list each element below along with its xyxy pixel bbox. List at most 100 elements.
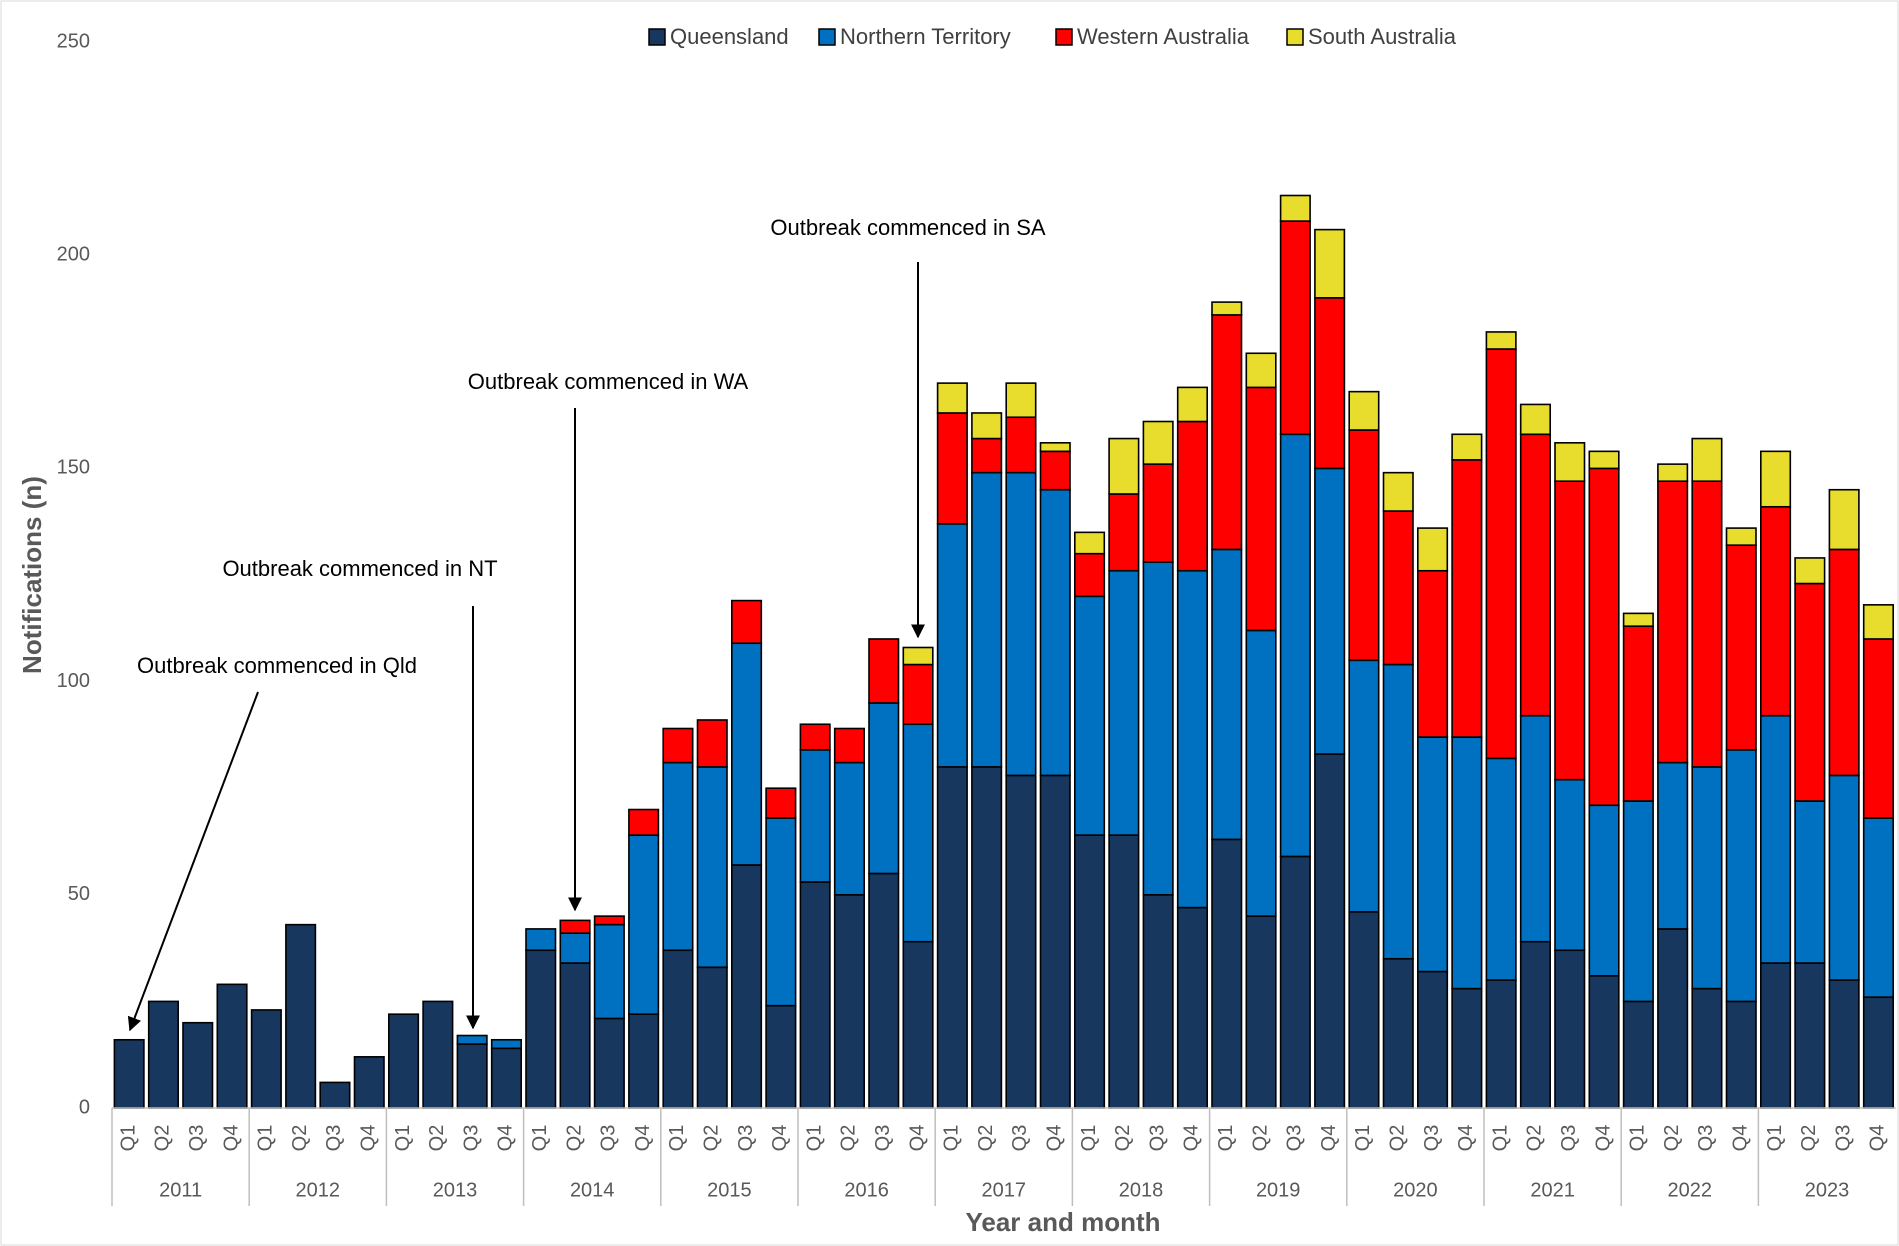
x-tick-label: Q1 — [529, 1125, 551, 1152]
bar-segment — [490, 1047, 522, 1109]
bar-segment — [833, 761, 865, 896]
x-tick-label: Q1 — [1764, 1125, 1786, 1152]
bar-segment — [1382, 510, 1414, 666]
bar-segment — [1794, 962, 1826, 1109]
bar-segment — [1622, 612, 1654, 627]
bar-segment — [1451, 459, 1483, 738]
bar-segment — [1039, 442, 1071, 453]
group-label: 2022 — [1668, 1179, 1713, 1201]
bar-segment — [182, 1021, 214, 1109]
bar-segment — [1314, 467, 1346, 755]
bar-segment — [971, 471, 1003, 768]
bar-segment — [250, 1009, 282, 1109]
bar-segment — [1485, 331, 1517, 350]
x-tick-label: Q3 — [1146, 1125, 1168, 1152]
bar-segment — [1862, 604, 1894, 640]
bar-segment — [731, 864, 763, 1109]
x-tick-label: Q3 — [186, 1125, 208, 1152]
x-tick-label: Q1 — [1215, 1125, 1237, 1152]
bar-segment — [936, 766, 968, 1109]
bar-segment — [1588, 804, 1620, 977]
bar-segment — [936, 382, 968, 414]
x-tick-label: Q3 — [1558, 1125, 1580, 1152]
x-tick-label: Q4 — [1455, 1125, 1477, 1152]
bar-segment — [1417, 569, 1449, 738]
legend-label: South Australia — [1308, 24, 1457, 49]
group-label: 2017 — [982, 1179, 1027, 1201]
bar-segment — [1519, 403, 1551, 436]
bar-segment — [971, 437, 1003, 474]
bar-segment — [1554, 949, 1586, 1109]
y-tick-label: 150 — [57, 457, 90, 479]
x-tick-label: Q2 — [152, 1125, 174, 1152]
bar-segment — [1176, 386, 1208, 423]
bar-segment — [1588, 467, 1620, 807]
x-tick-label: Q3 — [323, 1125, 345, 1152]
x-tick-label: Q2 — [1798, 1125, 1820, 1152]
bar-segment — [1108, 437, 1140, 495]
bar-segment — [868, 638, 900, 704]
group-label: 2015 — [707, 1179, 752, 1201]
bar-segment — [1005, 471, 1037, 777]
bar-segment — [388, 1013, 420, 1109]
bar-segment — [833, 893, 865, 1109]
bar-segment — [971, 766, 1003, 1109]
bar-segment — [1176, 569, 1208, 909]
bar-segment — [1828, 548, 1860, 777]
x-tick-label: Q3 — [1009, 1125, 1031, 1152]
bar-segment — [765, 817, 797, 1007]
bar-segment — [1074, 595, 1106, 836]
x-tick-label: Q2 — [701, 1125, 723, 1152]
bar-segment — [1279, 220, 1311, 436]
bar-segment — [1005, 774, 1037, 1109]
x-tick-label: Q2 — [1661, 1125, 1683, 1152]
x-tick-label: Q4 — [1730, 1125, 1752, 1152]
annotation: Outbreak commenced in SA — [770, 215, 1045, 240]
bar-segment — [1691, 766, 1723, 990]
bar-segment — [593, 1017, 625, 1109]
bar-segment — [456, 1043, 488, 1109]
bar-segment — [902, 646, 934, 666]
bar-segment — [1211, 301, 1243, 316]
x-tick-label: Q2 — [563, 1125, 585, 1152]
bar-segment — [1828, 774, 1860, 981]
bar-segment — [147, 1000, 179, 1109]
group-label: 2016 — [844, 1179, 889, 1201]
x-tick-label: Q1 — [1352, 1125, 1374, 1152]
bar-segment — [422, 1000, 454, 1109]
x-tick-label: Q4 — [358, 1125, 380, 1152]
x-tick-label: Q4 — [1592, 1125, 1614, 1152]
bar-segment — [1176, 420, 1208, 572]
y-tick-label: 50 — [68, 883, 90, 905]
legend-swatch — [648, 28, 666, 46]
annotation: Outbreak commenced in WA — [468, 369, 749, 394]
bar-segment — [696, 966, 728, 1109]
bar-segment — [1451, 987, 1483, 1109]
bar-segment — [1622, 625, 1654, 802]
bar-segment — [1382, 471, 1414, 512]
bar-segment — [1417, 527, 1449, 572]
x-tick-label: Q4 — [769, 1125, 791, 1152]
bar-segment — [525, 928, 557, 952]
bar-segment — [1039, 774, 1071, 1109]
x-tick-label: Q3 — [1284, 1125, 1306, 1152]
bar-segment — [1142, 561, 1174, 896]
bar-segment — [1108, 569, 1140, 836]
bar-segment — [662, 761, 694, 952]
x-tick-label: Q1 — [1489, 1125, 1511, 1152]
x-tick-label: Q3 — [872, 1125, 894, 1152]
x-tick-label: Q2 — [975, 1125, 997, 1152]
bar-segment — [1039, 450, 1071, 491]
x-tick-label: Q3 — [1421, 1125, 1443, 1152]
x-tick-label: Q4 — [220, 1125, 242, 1152]
bar-segment — [902, 663, 934, 726]
bar-segment — [1074, 531, 1106, 555]
bar-segment — [1279, 194, 1311, 222]
bar-segment — [662, 727, 694, 764]
bar-segment — [1039, 488, 1071, 777]
annotation-arrow — [127, 691, 259, 1032]
bar-segment — [216, 983, 248, 1109]
bar-segment — [1211, 314, 1243, 551]
x-tick-label: Q3 — [1695, 1125, 1717, 1152]
group-label: 2018 — [1119, 1179, 1164, 1201]
